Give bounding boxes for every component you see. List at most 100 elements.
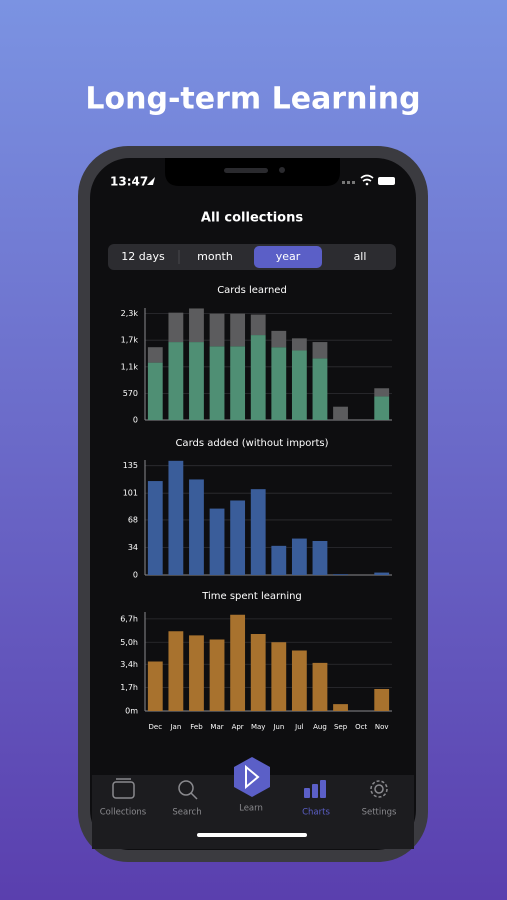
bar	[147, 481, 163, 575]
tab-label[interactable]: month	[197, 250, 233, 263]
bar-segment	[168, 312, 184, 343]
bar	[312, 662, 328, 711]
camera	[279, 167, 285, 173]
y-tick-label: 34	[128, 543, 138, 552]
bar-segment	[291, 338, 307, 351]
y-tick-label: 0	[133, 416, 138, 425]
headline: Long-term Learning	[85, 82, 420, 117]
bar	[333, 704, 348, 711]
tabs: 12 days month year all	[121, 246, 366, 268]
nav-label[interactable]: Search	[172, 808, 201, 818]
segmented-control	[108, 244, 396, 270]
y-tick-label: 570	[123, 389, 138, 398]
y-tick-label: 5,0h	[120, 638, 138, 647]
bar-segment	[250, 314, 266, 336]
bar	[374, 572, 390, 575]
bar-segment	[312, 342, 328, 359]
chart-title: Time spent learning	[201, 591, 302, 602]
y-tick-label: 2,3k	[121, 309, 139, 318]
tab-label[interactable]: year	[276, 250, 301, 263]
x-tick-label: Dec	[149, 723, 163, 731]
y-tick-label: 101	[123, 489, 138, 498]
x-tick-label: Apr	[232, 723, 244, 731]
bar	[333, 574, 348, 575]
bar-segment	[291, 350, 307, 420]
x-tick-label: Oct	[355, 723, 367, 731]
bar-segment	[374, 396, 390, 420]
x-tick-label: Mar	[210, 723, 223, 731]
bar	[271, 642, 287, 711]
bar-segment	[147, 362, 163, 420]
bar-segment	[271, 330, 287, 348]
chart-title: Cards added (without imports)	[175, 438, 328, 449]
bar	[168, 460, 184, 575]
y-tick-label: 1,1k	[121, 362, 139, 371]
learn-button[interactable]	[234, 757, 270, 797]
y-tick-label: 1,7h	[120, 683, 138, 692]
bar	[250, 634, 266, 711]
status-time: 13:47	[110, 175, 148, 189]
y-tick-label: 6,7h	[120, 614, 138, 623]
nav-labels: Collections Search Learn Charts Settings	[100, 804, 397, 818]
bar-segment	[250, 335, 266, 420]
bar	[230, 614, 246, 711]
bar-segment	[189, 308, 204, 343]
chart-title: Cards learned	[217, 285, 287, 296]
bar	[291, 650, 307, 711]
nav-label[interactable]: Settings	[362, 808, 397, 818]
bar-segment	[333, 406, 348, 420]
x-tick-label: Feb	[190, 723, 203, 731]
y-tick-label: 135	[123, 461, 138, 470]
x-tick-label: Sep	[334, 723, 348, 731]
x-tick-label: Jan	[169, 723, 181, 731]
play-icon	[245, 764, 260, 790]
charts-icon	[304, 780, 326, 798]
y-tick-label: 3,4h	[120, 660, 138, 669]
tab-label[interactable]: 12 days	[121, 250, 165, 263]
nav-label[interactable]: Learn	[239, 804, 263, 814]
bar	[147, 661, 163, 711]
bar-segment	[230, 313, 246, 347]
x-tick-label: May	[251, 723, 265, 731]
x-tick-label: Jun	[272, 723, 284, 731]
tab-label[interactable]: all	[354, 250, 367, 263]
nav-icons	[112, 778, 388, 800]
bar	[291, 538, 307, 575]
screen-title: All collections	[201, 211, 303, 226]
bar	[209, 508, 225, 575]
status-icons	[342, 174, 395, 186]
bar	[230, 500, 246, 575]
bar-segment	[189, 342, 204, 420]
bar	[374, 689, 390, 711]
bar	[189, 479, 204, 575]
bar	[209, 639, 225, 711]
bar-segment	[271, 347, 287, 420]
bar-segment	[230, 346, 246, 420]
x-tick-label: Nov	[375, 723, 389, 731]
bar-segment	[209, 346, 225, 420]
nav-label[interactable]: Collections	[100, 808, 147, 818]
bar-segment	[147, 347, 163, 363]
bar-segment	[374, 388, 390, 397]
bar-segment	[312, 358, 328, 420]
bar	[189, 635, 204, 711]
tab-selected[interactable]	[254, 246, 322, 268]
y-tick-label: 68	[128, 515, 138, 524]
y-tick-label: 0m	[125, 707, 138, 716]
x-tick-label: Aug	[313, 723, 327, 731]
y-tick-label: 1,7k	[121, 336, 139, 345]
bar	[312, 540, 328, 575]
speaker	[224, 168, 268, 173]
bar-segment	[168, 342, 184, 420]
y-tick-label: 0	[133, 571, 138, 580]
home-indicator	[197, 833, 307, 837]
bar	[168, 631, 184, 711]
bar	[271, 545, 287, 575]
bar-segment	[209, 313, 225, 347]
bar	[250, 489, 266, 575]
x-tick-label: Jul	[294, 723, 304, 731]
nav-label[interactable]: Charts	[302, 808, 330, 818]
location-icon	[147, 177, 155, 185]
